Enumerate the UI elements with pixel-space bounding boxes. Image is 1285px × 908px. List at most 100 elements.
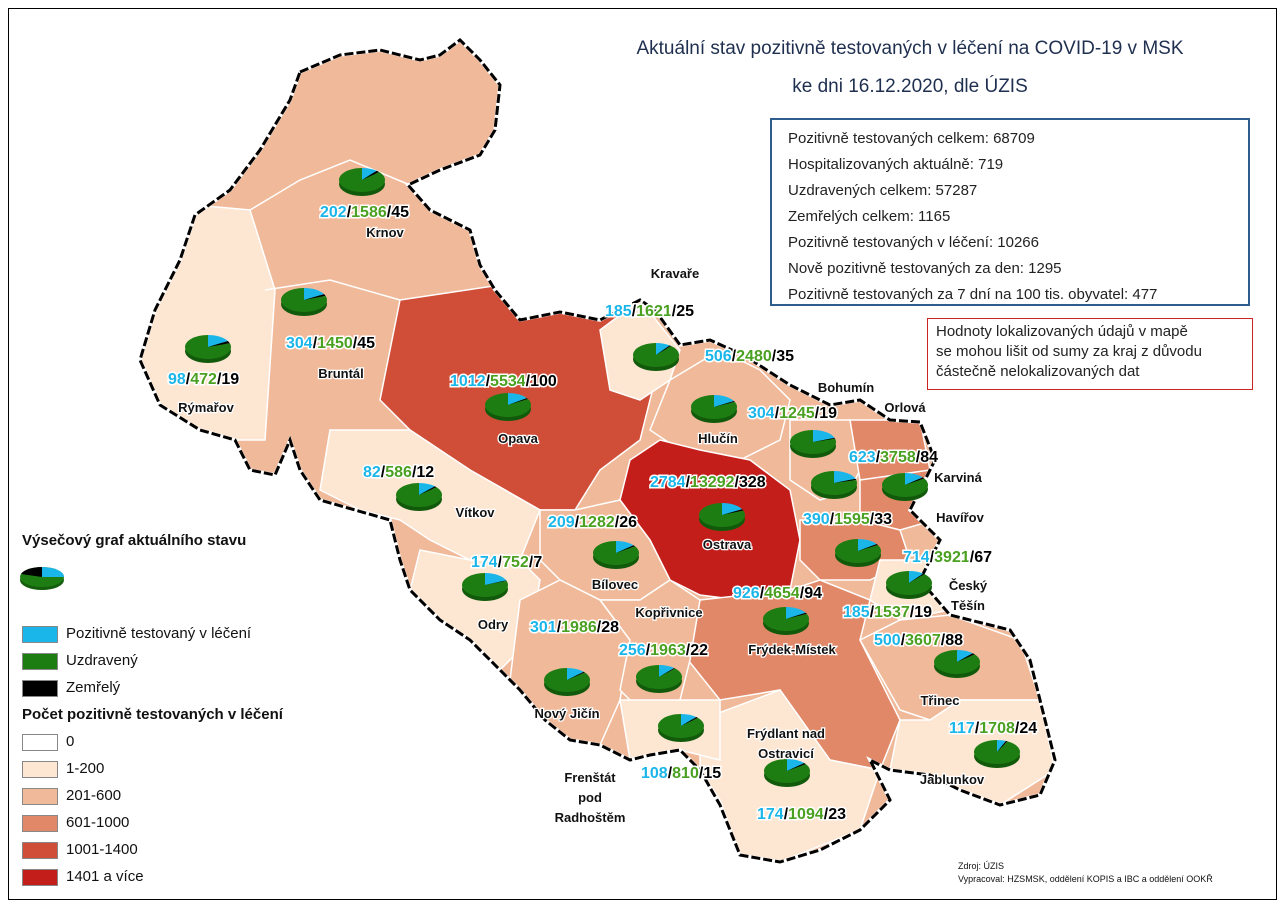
value-separator: / <box>876 449 881 466</box>
region-values: 256/1963/22 <box>619 642 708 659</box>
pie-slice-active <box>905 473 923 485</box>
region-name: Nový Jičín <box>534 706 599 721</box>
value-separator: / <box>735 474 740 491</box>
value-active: 623 <box>849 449 876 466</box>
value-deaths: 22 <box>690 642 708 659</box>
region-name-line: Třinec <box>920 693 959 708</box>
region-name-line: Frýdek-Místek <box>748 642 836 657</box>
region-pie <box>763 607 809 635</box>
region-pie <box>633 343 679 371</box>
value-recovered: 1708 <box>979 720 1015 737</box>
value-separator: / <box>347 204 352 221</box>
pie-slice-recovered <box>657 714 704 739</box>
region-name: Odry <box>478 617 509 632</box>
pie-slice-deaths <box>659 667 676 677</box>
value-separator: / <box>970 549 975 566</box>
legend-class-swatch <box>22 842 58 859</box>
value-active: 117 <box>949 720 975 737</box>
region-name-line: Radhoštěm <box>555 810 626 825</box>
region-name: Frýdek-Místek <box>748 642 836 657</box>
value-active: 304 <box>286 335 313 352</box>
note-line: se mohou lišit od sumy za kraj z důvodu <box>936 343 1202 360</box>
value-separator: / <box>575 514 580 531</box>
value-recovered: 1537 <box>874 604 910 621</box>
value-separator: / <box>760 585 765 602</box>
pie-slice-deaths <box>787 763 806 771</box>
region-name-line: Frenštát <box>564 770 616 785</box>
region-pie <box>484 393 531 421</box>
pie-slice-deaths <box>997 740 1008 752</box>
pie-slice-deaths <box>508 398 528 405</box>
pie-slice-deaths <box>567 671 585 680</box>
value-active: 98 <box>168 371 186 388</box>
pie-slice-deaths <box>485 580 507 585</box>
value-deaths: 67 <box>974 549 992 566</box>
value-active: 1012 <box>450 373 486 390</box>
value-separator: / <box>800 585 805 602</box>
legend-class-label: 601-1000 <box>66 814 130 831</box>
pie-slice-active <box>485 573 507 585</box>
pie-slice-recovered <box>484 393 531 417</box>
pie-slice-recovered <box>933 650 981 674</box>
map-title: Aktuální stav pozitivně testovaných v lé… <box>636 38 1184 59</box>
pie-slice-active <box>304 288 325 300</box>
legend-class-label: 1-200 <box>66 760 105 777</box>
value-separator: / <box>686 642 691 659</box>
region-name-line: Karviná <box>934 470 982 485</box>
legend-class-label: 0 <box>66 733 75 750</box>
pie-slice-deaths <box>957 653 975 662</box>
pie-slice-deaths <box>681 717 698 726</box>
legend-pie-title: Výsečový graf aktuálního stavu <box>22 532 247 549</box>
value-deaths: 28 <box>601 619 619 636</box>
pie-slice-recovered <box>633 343 679 367</box>
region-name-line: pod <box>578 790 602 805</box>
value-active: 202 <box>320 204 347 221</box>
value-deaths: 88 <box>945 632 963 649</box>
region-name-line: Jablunkov <box>920 772 985 787</box>
value-recovered: 752 <box>502 554 529 571</box>
legend-pie-icon <box>20 567 64 590</box>
region-name: Bílovec <box>592 577 638 592</box>
pie-slice-active <box>997 740 1006 752</box>
pie-slice-deaths <box>834 478 857 483</box>
region-name-line: Odry <box>478 617 509 632</box>
value-separator: / <box>186 371 191 388</box>
pie-slice-active <box>419 483 435 495</box>
value-active: 185 <box>843 604 870 621</box>
value-active: 256 <box>619 642 646 659</box>
value-separator: / <box>901 632 906 649</box>
stat-line: Pozitivně testovaných za 7 dní na 100 ti… <box>788 286 1158 303</box>
value-recovered: 472 <box>190 371 217 388</box>
legend-swatch-positive <box>22 626 58 643</box>
value-separator: / <box>597 619 602 636</box>
region-values: 926/4654/94 <box>733 585 822 602</box>
note-line: Hodnoty lokalizovaných údajů v mapě <box>936 323 1188 340</box>
value-recovered: 1282 <box>579 514 615 531</box>
region-pie <box>810 471 857 499</box>
region-pie <box>974 740 1021 768</box>
value-separator: / <box>975 720 980 737</box>
value-recovered: 1586 <box>351 204 387 221</box>
region-pie <box>592 541 639 569</box>
value-active: 108 <box>641 765 668 782</box>
pie-slice-active <box>659 665 675 677</box>
pie-slice-active <box>714 395 734 407</box>
region-values: 506/2480/35 <box>705 348 794 365</box>
region-values: 1012/5534/100 <box>450 373 557 390</box>
region-pie <box>184 335 231 363</box>
region-values: 714/3921/67 <box>903 549 992 566</box>
region-name-line: Rýmařov <box>178 400 234 415</box>
pie-slice-deaths <box>714 401 735 407</box>
value-recovered: 3758 <box>880 449 916 466</box>
region-name-line: Krnov <box>366 225 404 240</box>
value-deaths: 100 <box>530 373 557 390</box>
value-recovered: 13292 <box>690 474 735 491</box>
region-pie <box>544 668 591 696</box>
stat-line: Zemřelých celkem: 1165 <box>788 208 951 225</box>
value-separator: / <box>916 449 921 466</box>
value-separator: / <box>830 511 835 528</box>
value-active: 926 <box>733 585 760 602</box>
value-separator: / <box>217 371 222 388</box>
region-name: Frýdlant nad Ostravicí <box>747 726 825 761</box>
